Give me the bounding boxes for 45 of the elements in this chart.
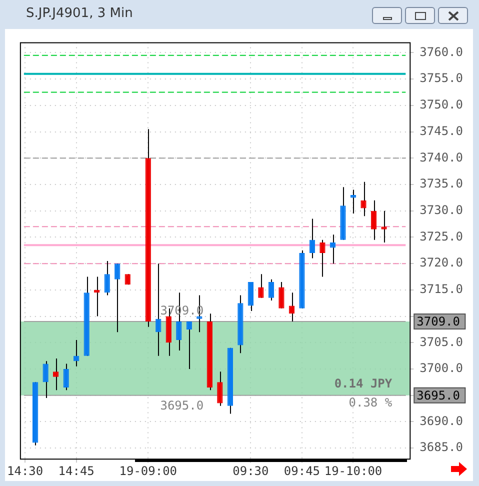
y-tick-label: 3700.0 bbox=[420, 361, 464, 376]
candlestick bbox=[278, 282, 284, 309]
ref-line-label: 3709.0 bbox=[416, 314, 460, 329]
candlestick bbox=[186, 321, 192, 370]
y-tick-label: 3720.0 bbox=[420, 256, 464, 270]
candlestick bbox=[381, 210, 387, 243]
y-tick-label: 3740.0 bbox=[420, 150, 464, 164]
y-tick-label: 3725.0 bbox=[420, 229, 464, 244]
candlestick bbox=[217, 371, 223, 406]
candlestick bbox=[114, 263, 120, 333]
candlestick bbox=[104, 260, 110, 296]
annotation: 0.14 JPY bbox=[334, 376, 393, 390]
ref-line-label: 3695.0 bbox=[416, 388, 460, 402]
candlestick bbox=[309, 218, 316, 259]
x-tick-label: 19-09:00 bbox=[119, 464, 178, 478]
candlestick bbox=[63, 363, 69, 391]
y-tick-label: 3745.0 bbox=[420, 124, 464, 138]
y-tick-label: 3735.0 bbox=[420, 176, 464, 191]
candlestick bbox=[53, 358, 59, 391]
x-tick-label: 09:30 bbox=[232, 464, 269, 478]
y-tick-label: 3760.0 bbox=[420, 44, 464, 59]
annotation: 0.38 % bbox=[348, 395, 393, 410]
x-tick-label: 14:45 bbox=[58, 464, 94, 478]
candlestick bbox=[360, 181, 366, 217]
candlestick bbox=[42, 360, 48, 398]
x-tick-label: 14:30 bbox=[7, 464, 44, 478]
candlestick bbox=[370, 200, 377, 240]
x-tick-label: 19-10:00 bbox=[324, 464, 382, 478]
candlestick bbox=[268, 278, 274, 301]
candlestick bbox=[258, 274, 264, 298]
y-tick-label: 3715.0 bbox=[420, 282, 464, 296]
chart-title: S.JP.J4901, 3 Min bbox=[26, 6, 133, 21]
y-tick-label: 3690.0 bbox=[420, 414, 464, 428]
annotation: 3695.0 bbox=[160, 398, 204, 412]
y-tick-label: 3730.0 bbox=[420, 202, 464, 217]
y-tick-label: 3755.0 bbox=[420, 71, 464, 86]
candlestick bbox=[330, 234, 336, 264]
candlestick bbox=[156, 263, 162, 356]
candlestick bbox=[248, 282, 254, 312]
y-tick-label: 3705.0 bbox=[420, 334, 464, 349]
x-tick-label: 09:45 bbox=[284, 464, 320, 478]
y-tick-label: 3685.0 bbox=[420, 440, 464, 454]
y-tick-label: 3750.0 bbox=[420, 98, 464, 112]
candlestick bbox=[320, 239, 326, 278]
candlestick bbox=[288, 292, 295, 322]
